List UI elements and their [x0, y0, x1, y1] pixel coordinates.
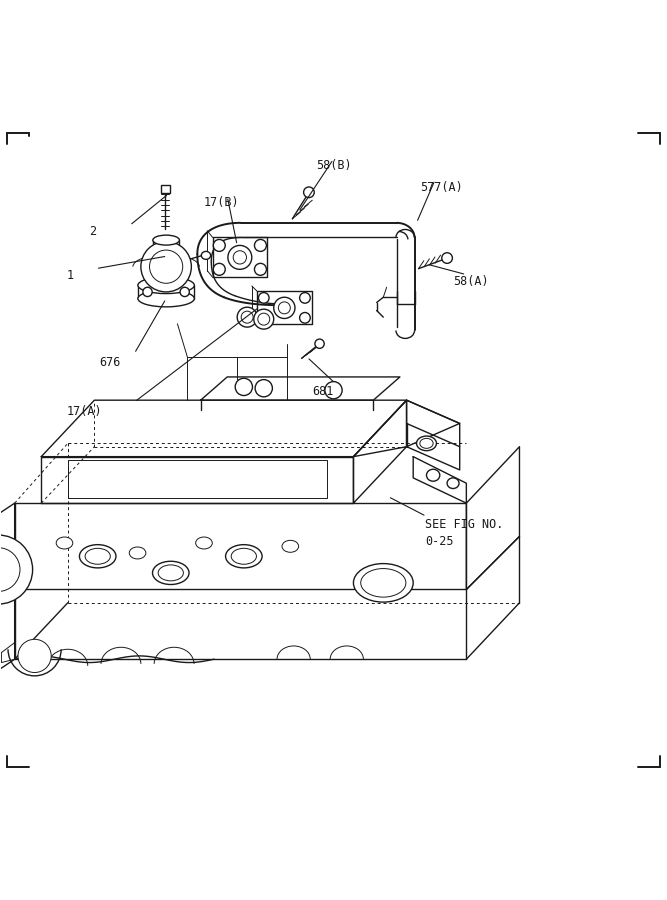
Circle shape: [253, 310, 273, 329]
Text: SEE FIG NO.
0-25: SEE FIG NO. 0-25: [425, 518, 504, 548]
Text: 2: 2: [89, 226, 96, 239]
Circle shape: [149, 250, 183, 284]
Circle shape: [273, 297, 295, 319]
Ellipse shape: [138, 277, 194, 293]
Ellipse shape: [201, 251, 211, 259]
Circle shape: [278, 302, 290, 314]
Circle shape: [254, 239, 266, 251]
Circle shape: [258, 292, 269, 303]
Circle shape: [141, 241, 191, 292]
Ellipse shape: [361, 569, 406, 597]
Circle shape: [254, 264, 266, 275]
Circle shape: [213, 239, 225, 251]
Circle shape: [235, 378, 253, 395]
Ellipse shape: [416, 436, 436, 451]
Text: 58(A): 58(A): [453, 275, 489, 288]
Circle shape: [303, 187, 314, 198]
Circle shape: [143, 287, 152, 297]
Ellipse shape: [138, 291, 194, 307]
Circle shape: [241, 311, 253, 323]
Ellipse shape: [153, 562, 189, 584]
Circle shape: [299, 312, 310, 323]
Bar: [161, 185, 170, 193]
Ellipse shape: [158, 565, 183, 581]
Circle shape: [442, 253, 452, 264]
Circle shape: [180, 287, 189, 297]
Text: 681: 681: [312, 385, 334, 398]
Circle shape: [0, 547, 20, 591]
Ellipse shape: [79, 544, 116, 568]
Ellipse shape: [153, 235, 179, 245]
Ellipse shape: [85, 548, 110, 564]
Circle shape: [258, 312, 269, 323]
Ellipse shape: [231, 548, 256, 564]
Ellipse shape: [56, 537, 73, 549]
Ellipse shape: [426, 469, 440, 482]
Circle shape: [325, 382, 342, 399]
Text: 58(B): 58(B): [315, 159, 352, 172]
Text: 676: 676: [99, 356, 121, 369]
Circle shape: [228, 246, 252, 269]
Circle shape: [257, 313, 269, 325]
Circle shape: [233, 251, 247, 264]
Ellipse shape: [354, 563, 414, 602]
Ellipse shape: [420, 438, 433, 448]
Ellipse shape: [447, 478, 459, 489]
Text: 577(A): 577(A): [420, 181, 463, 194]
Circle shape: [315, 339, 324, 348]
Text: 1: 1: [67, 269, 73, 282]
Circle shape: [0, 535, 33, 604]
Text: 17(B): 17(B): [204, 195, 239, 209]
Ellipse shape: [195, 537, 212, 549]
Circle shape: [18, 639, 51, 672]
Circle shape: [255, 380, 272, 397]
Ellipse shape: [129, 547, 146, 559]
Circle shape: [237, 307, 257, 327]
Text: 17(A): 17(A): [67, 405, 102, 418]
Ellipse shape: [282, 540, 299, 553]
Circle shape: [299, 292, 310, 303]
Ellipse shape: [225, 544, 262, 568]
Circle shape: [213, 264, 225, 275]
